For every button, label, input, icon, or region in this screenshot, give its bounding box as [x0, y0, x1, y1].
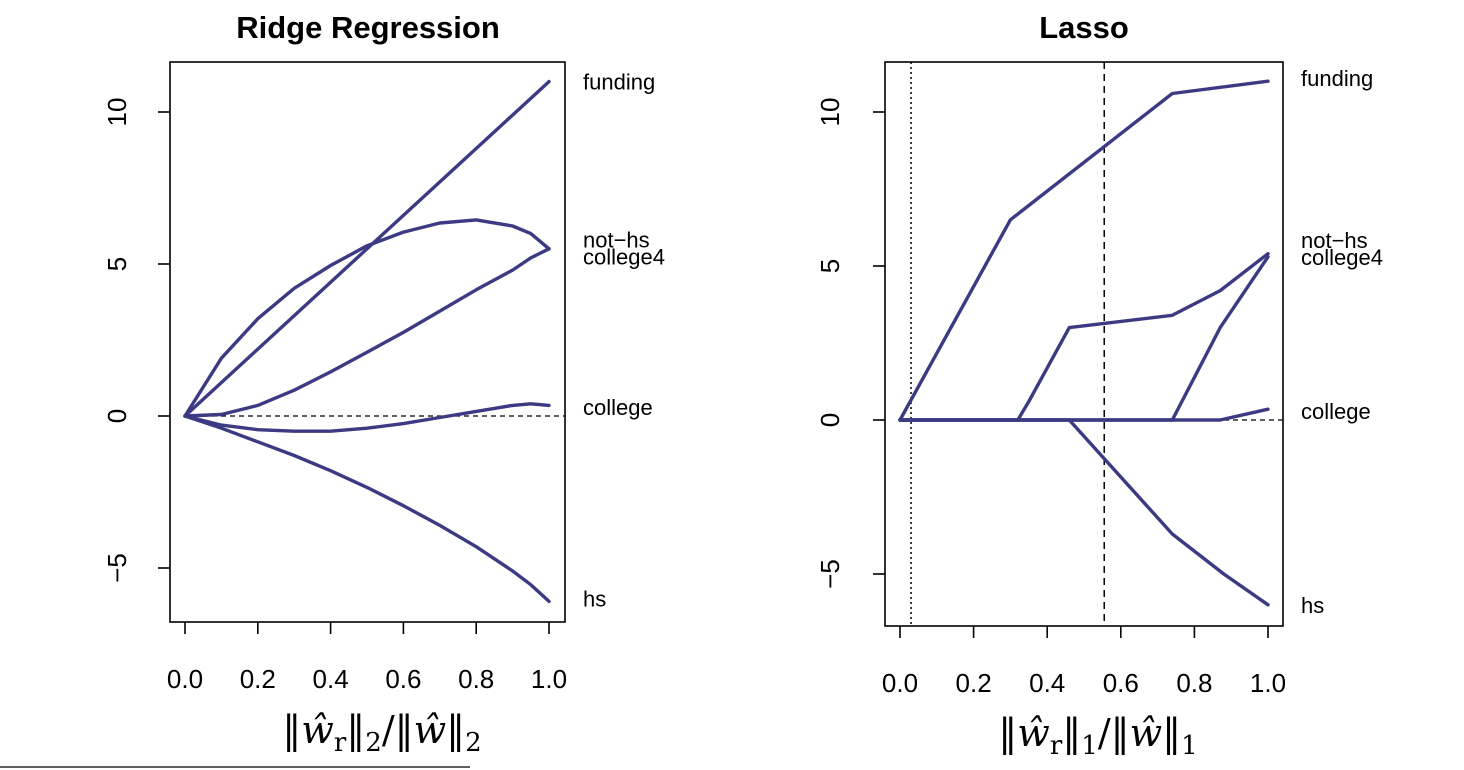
lasso-series-funding — [898, 79, 1270, 422]
lasso-end-label-not-hs: not−hs — [1301, 228, 1368, 253]
lasso-end-label-college4: college4 — [1301, 245, 1383, 270]
lasso-x-tick-label: 0.6 — [1103, 668, 1139, 698]
lasso-end-label-college: college — [1301, 399, 1371, 424]
lasso-x-tick-label: 0.2 — [956, 668, 992, 698]
ridge-x-tick-label: 0.0 — [167, 664, 203, 694]
ridge-chart-title: Ridge Regression — [236, 10, 500, 45]
lasso-series-college4 — [898, 255, 1270, 422]
ridge-end-label-not-hs: not−hs — [583, 228, 650, 253]
ridge-x-tick-label: 1.0 — [531, 664, 567, 694]
ridge-series-funding — [183, 79, 551, 418]
ridge-x-axis-label: ‖ŵr‖2/‖ŵ‖2 — [282, 708, 481, 758]
lasso-x-tick-label: 0.8 — [1176, 668, 1212, 698]
lasso-x-tick-label: 1.0 — [1250, 668, 1286, 698]
ridge-y-tick-label: 5 — [102, 257, 132, 271]
ridge-y-tick-label: 10 — [102, 98, 132, 127]
lasso-x-tick-label: 0.0 — [882, 668, 918, 698]
ridge-x-tick-label: 0.4 — [313, 664, 349, 694]
lasso-end-label-hs: hs — [1301, 593, 1324, 618]
lasso-y-tick-label: −5 — [815, 559, 845, 589]
ridge-x-tick-label: 0.8 — [458, 664, 494, 694]
lasso-series-not-hs — [898, 252, 1270, 422]
ridge-x-tick-label: 0.6 — [385, 664, 421, 694]
ridge-end-label-hs: hs — [583, 586, 606, 611]
ridge-series-college — [183, 402, 551, 433]
ridge-y-tick-label: 0 — [102, 409, 132, 423]
lasso-series-hs — [898, 418, 1270, 607]
lasso-x-tick-label: 0.4 — [1029, 668, 1065, 698]
ridge-y-tick-label: −5 — [102, 553, 132, 583]
lasso-end-label-funding: funding — [1301, 66, 1373, 91]
ridge-end-label-funding: funding — [583, 70, 655, 95]
lasso-y-tick-label: 5 — [815, 259, 845, 273]
lasso-panel: Lasso 0.0 0.2 0.4 0.6 0.8 1.0 −5 0 5 10 funding not−… — [815, 10, 1383, 761]
lasso-x-axis-label: ‖ŵr‖1/‖ŵ‖1 — [998, 711, 1197, 761]
lasso-y-tick-label: 10 — [815, 98, 845, 127]
ridge-series-hs — [183, 414, 551, 604]
ridge-x-tick-label: 0.2 — [240, 664, 276, 694]
ridge-end-label-college: college — [583, 395, 653, 420]
ridge-end-label-college4: college4 — [583, 244, 665, 269]
lasso-chart-title: Lasso — [1039, 10, 1129, 45]
ridge-series-college4 — [183, 247, 551, 418]
ridge-regression-panel: Ridge Regression 0.0 0.2 0.4 0.6 0.8 1.0 −5 0 5 10… — [102, 10, 665, 758]
ridge-series-not-hs — [183, 218, 551, 418]
ridge-plot-frame — [169, 61, 566, 623]
lasso-y-tick-label: 0 — [815, 413, 845, 427]
lasso-plot-frame — [884, 61, 1284, 627]
